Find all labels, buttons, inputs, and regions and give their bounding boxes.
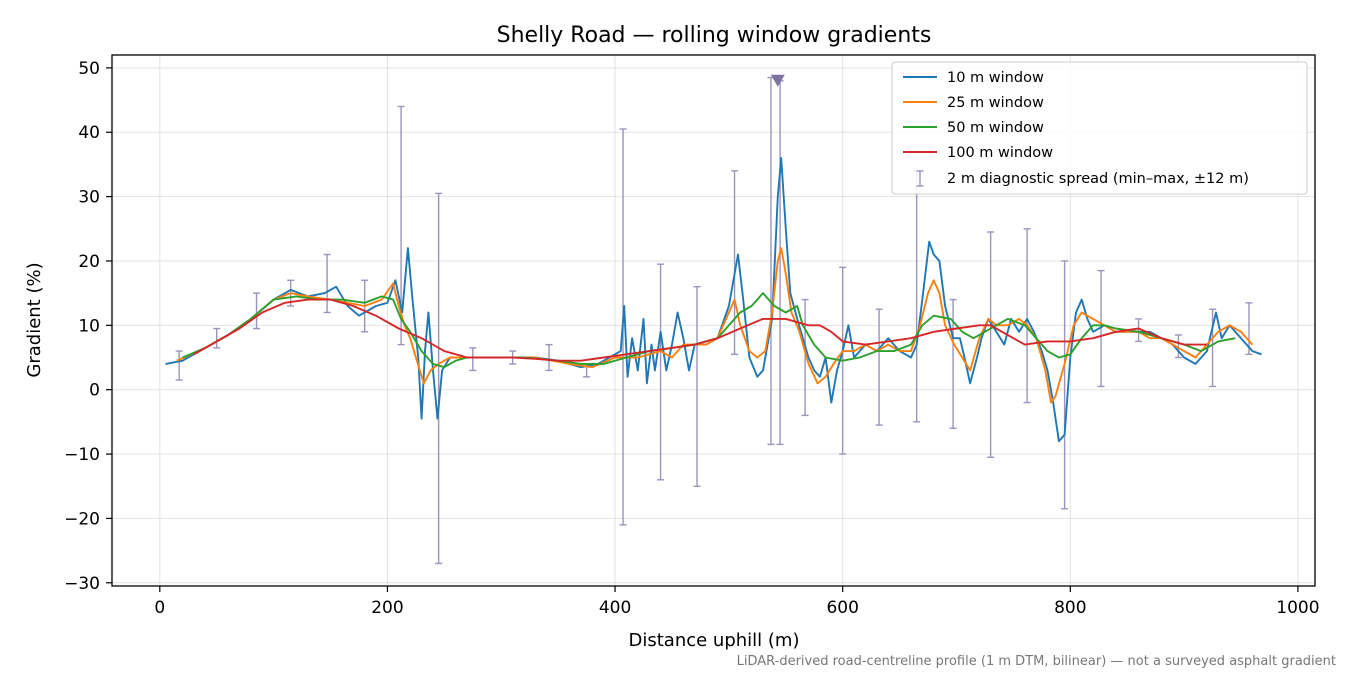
plot-frame — [111, 54, 1316, 587]
y-tick-label: 20 — [78, 252, 100, 272]
errorbar — [435, 192, 443, 565]
errorbar — [545, 343, 553, 372]
x-tick-label: 800 — [1054, 598, 1086, 618]
errorbar — [213, 327, 221, 349]
y-tick-label: 10 — [78, 316, 100, 336]
y-axis-label: Gradient (%) — [24, 262, 45, 377]
x-tick-label: 600 — [826, 598, 858, 618]
errorbar — [1174, 334, 1182, 359]
chart-title: Shelly Road — rolling window gradients — [497, 23, 932, 48]
errorbar — [693, 286, 701, 487]
series-line-0 — [165, 157, 1262, 443]
legend-label-10m: 10 m window — [947, 70, 1044, 86]
series-line-1 — [176, 247, 1254, 404]
legend-swatch-errorbar — [916, 170, 924, 187]
legend: 10 m window 25 m window 50 m window 100 … — [891, 61, 1308, 195]
y-tick-label: −10 — [64, 445, 100, 465]
errorbar — [469, 347, 477, 372]
series-line-2 — [182, 292, 1236, 369]
errorbar — [1135, 318, 1143, 343]
errorbar — [731, 170, 739, 355]
footnote: LiDAR-derived road-centreline profile (1… — [737, 654, 1336, 669]
y-tick-label: 0 — [89, 381, 100, 401]
errorbar — [1209, 308, 1217, 388]
errorbar — [801, 298, 809, 417]
legend-label-50m: 50 m window — [947, 120, 1044, 136]
series-lines — [165, 157, 1262, 443]
x-tick-label: 200 — [371, 598, 403, 618]
legend-frame — [891, 61, 1308, 195]
y-tick-label: 50 — [78, 59, 100, 79]
legend-label-errorbar: 2 m diagnostic spread (min–max, ±12 m) — [947, 171, 1249, 187]
x-tick-label: 0 — [154, 598, 165, 618]
errorbar — [913, 170, 921, 423]
legend-label-100m: 100 m window — [947, 145, 1053, 161]
errorbar — [175, 350, 183, 381]
clipped-max-marker — [770, 74, 785, 87]
x-axis-label: Distance uphill (m) — [629, 630, 800, 651]
y-tick-label: −30 — [64, 574, 100, 594]
ticks: 0 200 400 600 800 1000 −30 −20 −10 0 10 20 30 40 50 — [64, 59, 1319, 618]
y-tick-label: 30 — [78, 188, 100, 208]
y-tick-label: −20 — [64, 509, 100, 529]
errorbar — [1023, 228, 1031, 404]
x-tick-label: 400 — [599, 598, 631, 618]
errorbar — [1245, 302, 1253, 355]
series-line-3 — [193, 298, 1207, 362]
errorbar — [1061, 260, 1069, 510]
errorbar — [987, 231, 995, 458]
x-tick-label: 1000 — [1276, 598, 1319, 618]
errorbar — [253, 292, 261, 330]
errorbar — [323, 253, 331, 314]
y-tick-label: 40 — [78, 123, 100, 143]
errorbar — [657, 263, 665, 481]
errorbar — [1097, 269, 1105, 388]
legend-label-25m: 25 m window — [947, 95, 1044, 111]
errorbar — [875, 308, 883, 426]
